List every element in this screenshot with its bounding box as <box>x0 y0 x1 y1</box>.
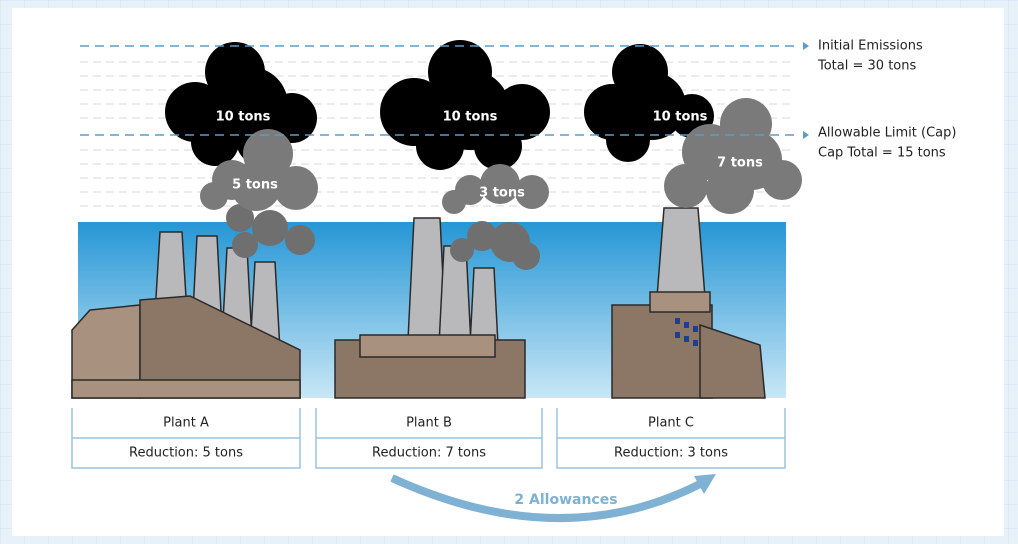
plant-reduction: Reduction: 3 tons <box>614 446 728 461</box>
plant-name: Plant A <box>163 416 209 431</box>
plant-name: Plant C <box>648 416 694 431</box>
annotation: Initial Emissions <box>818 39 923 54</box>
plant-reduction: Reduction: 5 tons <box>129 446 243 461</box>
buildings <box>71 291 766 399</box>
annotation: Total = 30 tons <box>817 59 916 74</box>
plant-reduction: Reduction: 7 tons <box>372 446 486 461</box>
cloud-label: 5 tons <box>232 178 278 193</box>
transfer-arrow <box>390 474 702 523</box>
cloud-label: 3 tons <box>479 186 525 201</box>
remaining-clouds <box>200 98 802 214</box>
smoke-low <box>226 204 540 270</box>
cloud-label: 10 tons <box>216 110 271 125</box>
annotation: Allowable Limit (Cap) <box>818 126 956 141</box>
arrow-head <box>694 474 716 494</box>
level-arrows <box>803 42 809 139</box>
cloud-label: 10 tons <box>443 110 498 125</box>
chimneys <box>153 207 707 351</box>
plant-name: Plant B <box>406 416 452 431</box>
emission-clouds <box>165 40 714 170</box>
transfer-label: 2 Allowances <box>514 492 617 508</box>
annotation: Cap Total = 15 tons <box>818 146 946 161</box>
plant-boxes <box>71 408 786 469</box>
cloud-label: 10 tons <box>653 110 708 125</box>
cloud-label: 7 tons <box>717 156 763 171</box>
level-lines <box>80 45 800 136</box>
